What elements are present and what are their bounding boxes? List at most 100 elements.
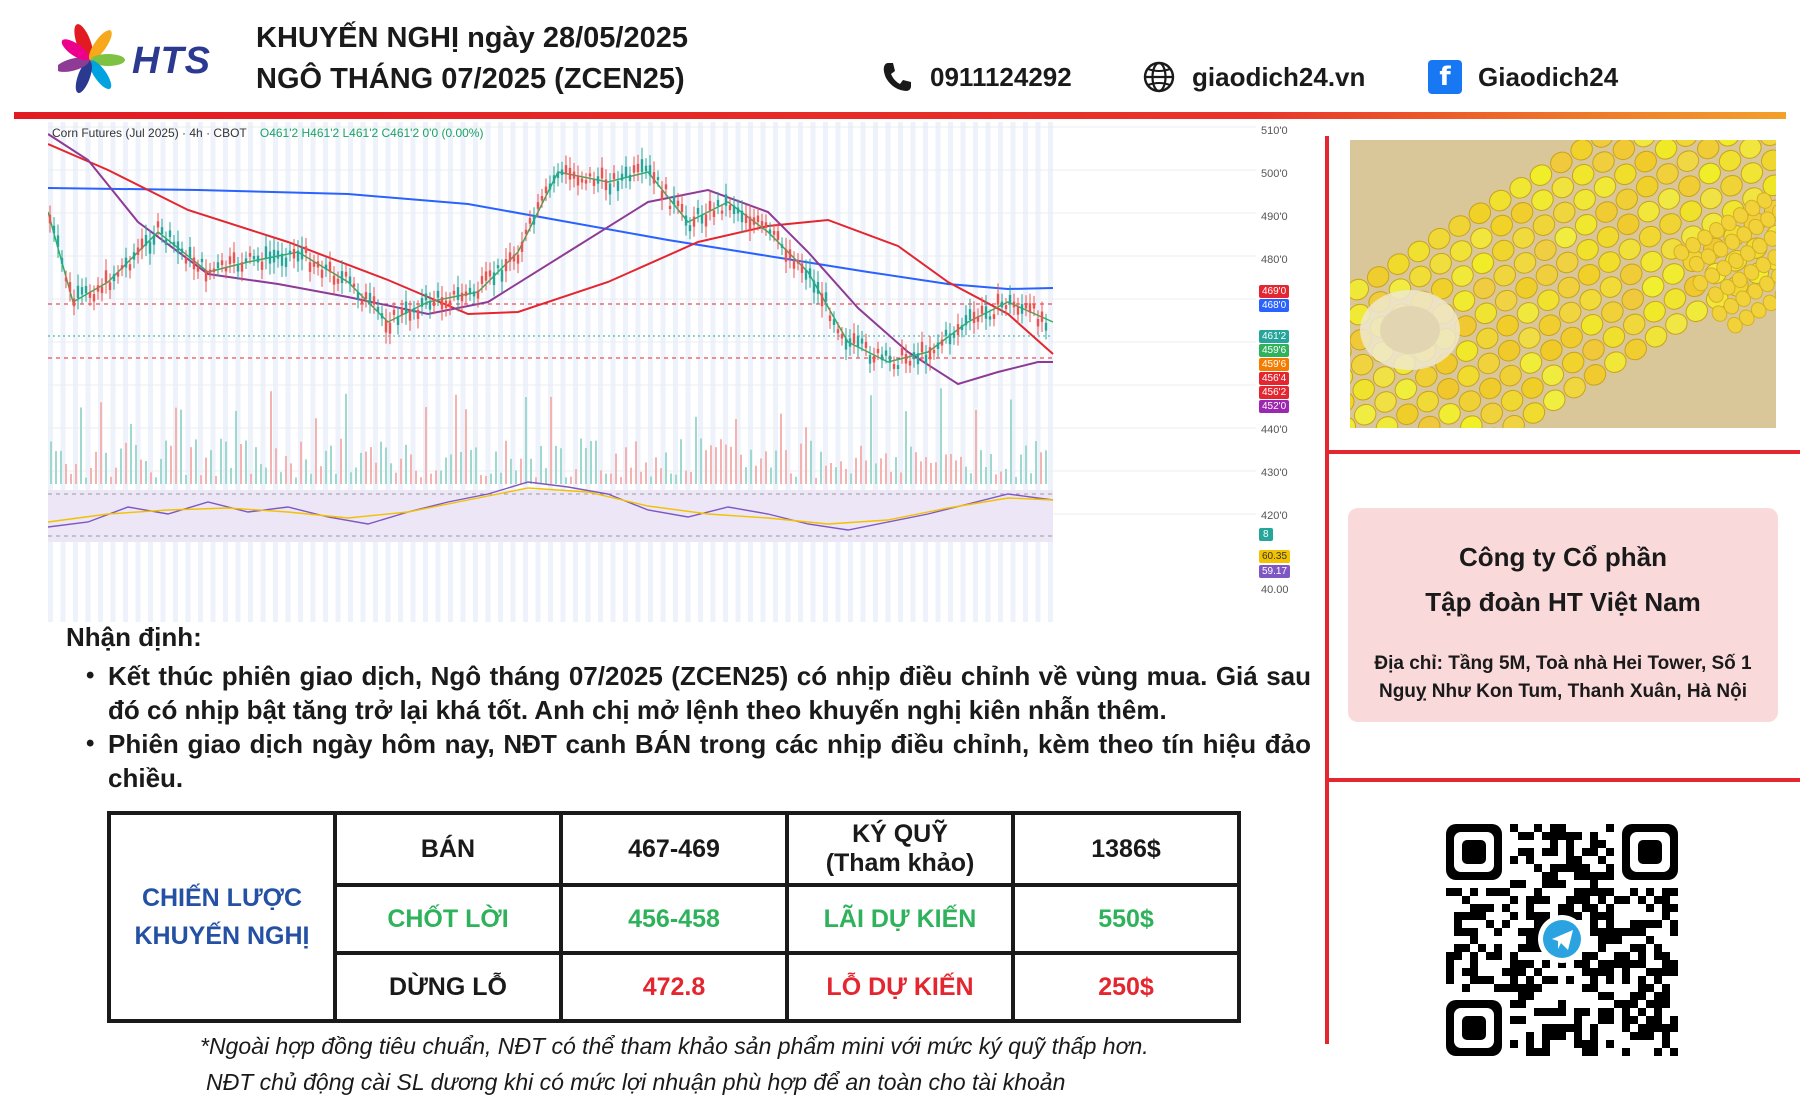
candle-body [228,256,232,265]
volume-bar [445,457,447,484]
candle-body [772,230,776,235]
volume-bar [665,452,667,484]
expected-profit-amount: 550$ [1011,883,1241,955]
volume-bar [310,473,312,484]
candle-body [600,167,604,179]
candle-body [176,241,180,254]
facebook-link[interactable]: f Giaodich24 [1428,60,1618,94]
phone-contact[interactable]: 0911124292 [880,60,1072,94]
candle-body [540,196,544,201]
candle-body [552,175,556,184]
volume-bar [895,457,897,484]
volume-bar [130,423,132,484]
volume-bar [870,395,872,484]
volume-bar [200,475,202,484]
candle-body [400,308,404,315]
candle-body [372,296,376,305]
volume-bar [580,438,582,484]
volume-bar [875,463,877,484]
volume-bar [235,410,237,484]
price-tag: 461'2 [1259,330,1290,343]
candle-body [320,269,324,278]
volume-tag: 8 [1259,528,1273,541]
column-divider [1325,136,1329,1044]
volume-bar [610,473,612,484]
candle-body [184,257,188,264]
volume-bar [620,477,622,484]
candle-body [424,293,428,301]
volume-bar [735,419,737,484]
candle-body [448,300,452,308]
qr-pattern [1440,818,1684,1060]
volume-bar [690,472,692,484]
candle-body [960,325,964,330]
volume-bar [845,468,847,484]
website-link[interactable]: giaodich24.vn [1142,60,1365,94]
candle-body [476,290,480,299]
volume-bar [230,467,232,484]
volume-bar [685,470,687,484]
volume-bar [995,474,997,484]
volume-bar [330,445,332,484]
expected-profit-label: LÃI DỰ KIẾN [785,883,1015,955]
candle-body [900,348,904,356]
volume-bar [955,460,957,484]
volume-bar [280,472,282,484]
candle-body [236,265,240,272]
candle-body [268,251,272,264]
candle-body [520,241,524,252]
volume-bar [390,463,392,484]
strategy-label-line1: CHIẾN LƯỢC [141,884,303,912]
volume-bar [935,462,937,484]
volume-bar [100,402,102,484]
price-tag: 456'4 [1259,372,1290,385]
volume-bar [740,454,742,484]
candle-body [1012,301,1016,308]
candle-body [724,194,728,206]
candle-body [736,207,740,214]
candle-body [452,290,456,295]
take-profit-range: 456-458 [559,883,789,955]
take-profit-action: CHỐT LỜI [333,883,563,955]
volume-bar [920,461,922,484]
candle-body [756,215,760,223]
candle-body [148,241,152,254]
margin-label: KÝ QUỸ (Tham khảo) [785,811,1015,887]
price-chart[interactable]: Corn Futures (Jul 2025) · 4h · CBOT O461… [47,122,1298,622]
volume-bar [770,467,772,484]
candle-body [816,281,820,294]
candle-body [964,315,968,326]
volume-bar [75,463,77,484]
candle-body [180,248,184,253]
volume-bar [925,457,927,484]
candle-body [396,316,400,326]
candle-body [564,165,568,175]
telegram-qr-code[interactable] [1440,818,1684,1060]
volume-bars [50,388,1047,484]
strategy-label: CHIẾN LƯỢC KHUYẾN NGHỊ [107,811,337,1023]
candle-body [700,214,704,224]
volume-bar [405,444,407,484]
candle-body [680,204,684,212]
candle-body [188,247,192,258]
price-tick-label: 510'0 [1261,125,1288,137]
volume-bar [700,438,702,484]
rsi-tag: 60.35 [1259,550,1291,563]
volume-bar [485,475,487,484]
candle-body [808,268,812,278]
candle-body [116,272,120,277]
volume-bar [185,475,187,484]
globe-icon [1143,61,1175,93]
candle-body [296,250,300,262]
candle-body [104,270,108,283]
candle-body [748,216,752,230]
volume-bar [250,473,252,484]
price-tick-label: 420'0 [1261,510,1288,522]
candle-body [712,210,716,217]
candle-body [720,210,724,214]
price-tick-label: 430'0 [1261,467,1288,479]
candle-body [904,354,908,364]
candle-body [1016,306,1020,315]
volume-bar [605,473,607,484]
candle-body [1036,318,1040,327]
